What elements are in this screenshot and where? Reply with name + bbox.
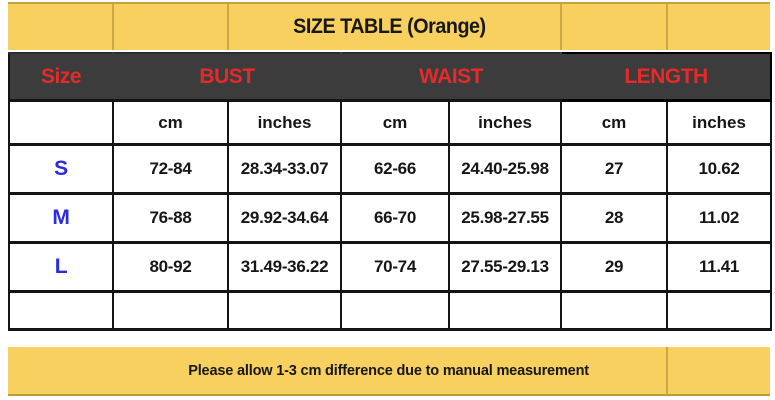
measure-header-row: Size BUST WAIST LENGTH [8,52,773,102]
value-cell: 70-74 [340,241,451,293]
value-cell: 27 [560,143,669,195]
value-cell: 25.98-27.55 [448,192,563,244]
value-cell: 11.41 [666,241,773,293]
value-cell: 76-88 [112,192,229,244]
title-bar: SIZE TABLE (Orange) [8,2,770,50]
table-row-l: L 80-92 31.49-36.22 70-74 27.55-29.13 29… [8,241,773,293]
header-waist: WAIST [340,52,563,102]
empty-cell [666,290,773,331]
size-table: Size BUST WAIST LENGTH cm inches cm inch… [8,52,773,331]
page-title: SIZE TABLE (Orange) [292,15,486,38]
size-cell: M [8,192,114,244]
header-size: Size [8,52,114,102]
empty-cell [226,290,343,331]
value-cell: 28 [560,192,669,244]
value-cell: 29 [560,241,669,293]
value-cell: 27.55-29.13 [448,241,563,293]
value-cell: 80-92 [112,241,229,293]
value-cell: 11.02 [666,192,773,244]
value-cell: 31.49-36.22 [226,241,343,293]
table-row-m: M 76-88 29.92-34.64 66-70 25.98-27.55 28… [8,192,773,244]
title-cell-divider [112,4,114,50]
empty-cell [560,290,669,331]
title-cell-divider [227,4,229,50]
unit-cell: cm [560,99,669,146]
unit-cell [8,99,114,146]
measurement-note: Please allow 1-3 cm difference due to ma… [188,362,590,379]
value-cell: 24.40-25.98 [448,143,563,195]
empty-row [8,290,773,331]
unit-cell: cm [112,99,229,146]
value-cell: 62-66 [340,143,451,195]
empty-cell [340,290,451,331]
value-cell: 10.62 [666,143,773,195]
header-bust: BUST [111,52,343,102]
value-cell: 28.34-33.07 [226,143,343,195]
table-row-s: S 72-84 28.34-33.07 62-66 24.40-25.98 27… [8,143,773,195]
title-cell-divider [666,4,668,50]
title-cell-divider [560,4,562,50]
unit-cell: inches [448,99,563,146]
unit-row: cm inches cm inches cm inches [8,99,773,146]
value-cell: 66-70 [340,192,451,244]
size-cell: S [8,143,114,195]
unit-cell: inches [226,99,343,146]
empty-cell [8,290,114,331]
footer-bar: Please allow 1-3 cm difference due to ma… [8,347,770,396]
unit-cell: cm [340,99,451,146]
value-cell: 29.92-34.64 [226,192,343,244]
value-cell: 72-84 [112,143,229,195]
empty-cell [448,290,563,331]
footer-cell-divider [666,347,668,394]
size-cell: L [8,241,114,293]
header-length: LENGTH [560,52,773,102]
unit-cell: inches [666,99,773,146]
empty-cell [112,290,229,331]
